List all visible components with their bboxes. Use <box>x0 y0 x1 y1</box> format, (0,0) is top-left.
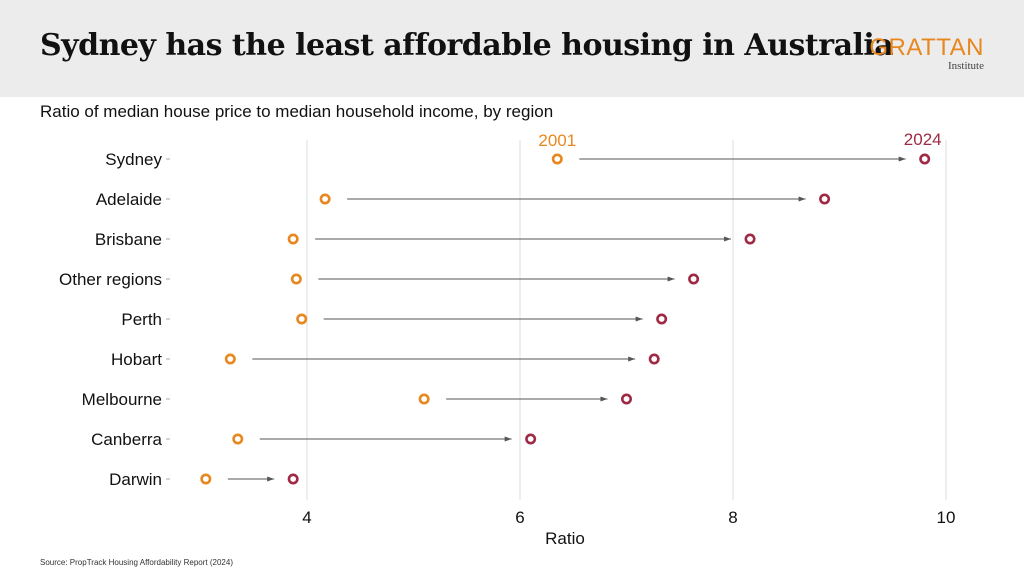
point-2024 <box>620 393 632 405</box>
x-tick-label: 4 <box>302 508 311 527</box>
category-label: Hobart <box>111 350 162 369</box>
point-2001 <box>200 473 212 485</box>
point-2024 <box>744 233 756 245</box>
x-axis-label: Ratio <box>545 529 585 548</box>
point-2024 <box>648 353 660 365</box>
chart-subtitle: Ratio of median house price to median ho… <box>40 102 554 121</box>
category-label: Other regions <box>59 270 162 289</box>
point-2024 <box>656 313 668 325</box>
series-label-2024: 2024 <box>904 130 942 149</box>
point-2001 <box>319 193 331 205</box>
points <box>200 153 931 485</box>
point-2001 <box>296 313 308 325</box>
point-2001 <box>287 233 299 245</box>
page-title: Sydney has the least affordable housing … <box>40 28 894 63</box>
point-2001 <box>232 433 244 445</box>
grid-layer <box>306 140 947 500</box>
point-2024 <box>819 193 831 205</box>
x-tick-label: 8 <box>728 508 737 527</box>
category-label: Perth <box>121 310 162 329</box>
category-label: Canberra <box>91 430 162 449</box>
category-label: Sydney <box>105 150 162 169</box>
category-labels: Sydney Adelaide Brisbane Other regions Perth… <box>59 150 170 489</box>
header-band: Sydney has the least affordable housing … <box>0 0 1024 97</box>
point-2024 <box>525 433 537 445</box>
series-annotations: 2001 2024 <box>538 130 941 150</box>
x-tick-label: 6 <box>515 508 524 527</box>
category-label: Melbourne <box>82 390 162 409</box>
category-label: Brisbane <box>95 230 162 249</box>
point-2024 <box>688 273 700 285</box>
logo-wordmark: GRATTAN <box>869 34 984 61</box>
category-label: Adelaide <box>96 190 162 209</box>
grattan-logo: GRATTAN Institute <box>869 34 984 73</box>
arrows <box>227 156 906 482</box>
series-label-2001: 2001 <box>538 131 576 150</box>
point-2024 <box>919 153 931 165</box>
source-note: Source: PropTrack Housing Affordability … <box>40 558 233 567</box>
point-2024 <box>287 473 299 485</box>
category-label: Darwin <box>109 470 162 489</box>
x-axis-ticks: 4 6 8 10 <box>302 508 955 527</box>
logo-subtext: Institute <box>947 60 984 72</box>
point-2001 <box>551 153 563 165</box>
point-2001 <box>418 393 430 405</box>
x-tick-label: 10 <box>937 508 956 527</box>
point-2001 <box>290 273 302 285</box>
point-2001 <box>224 353 236 365</box>
